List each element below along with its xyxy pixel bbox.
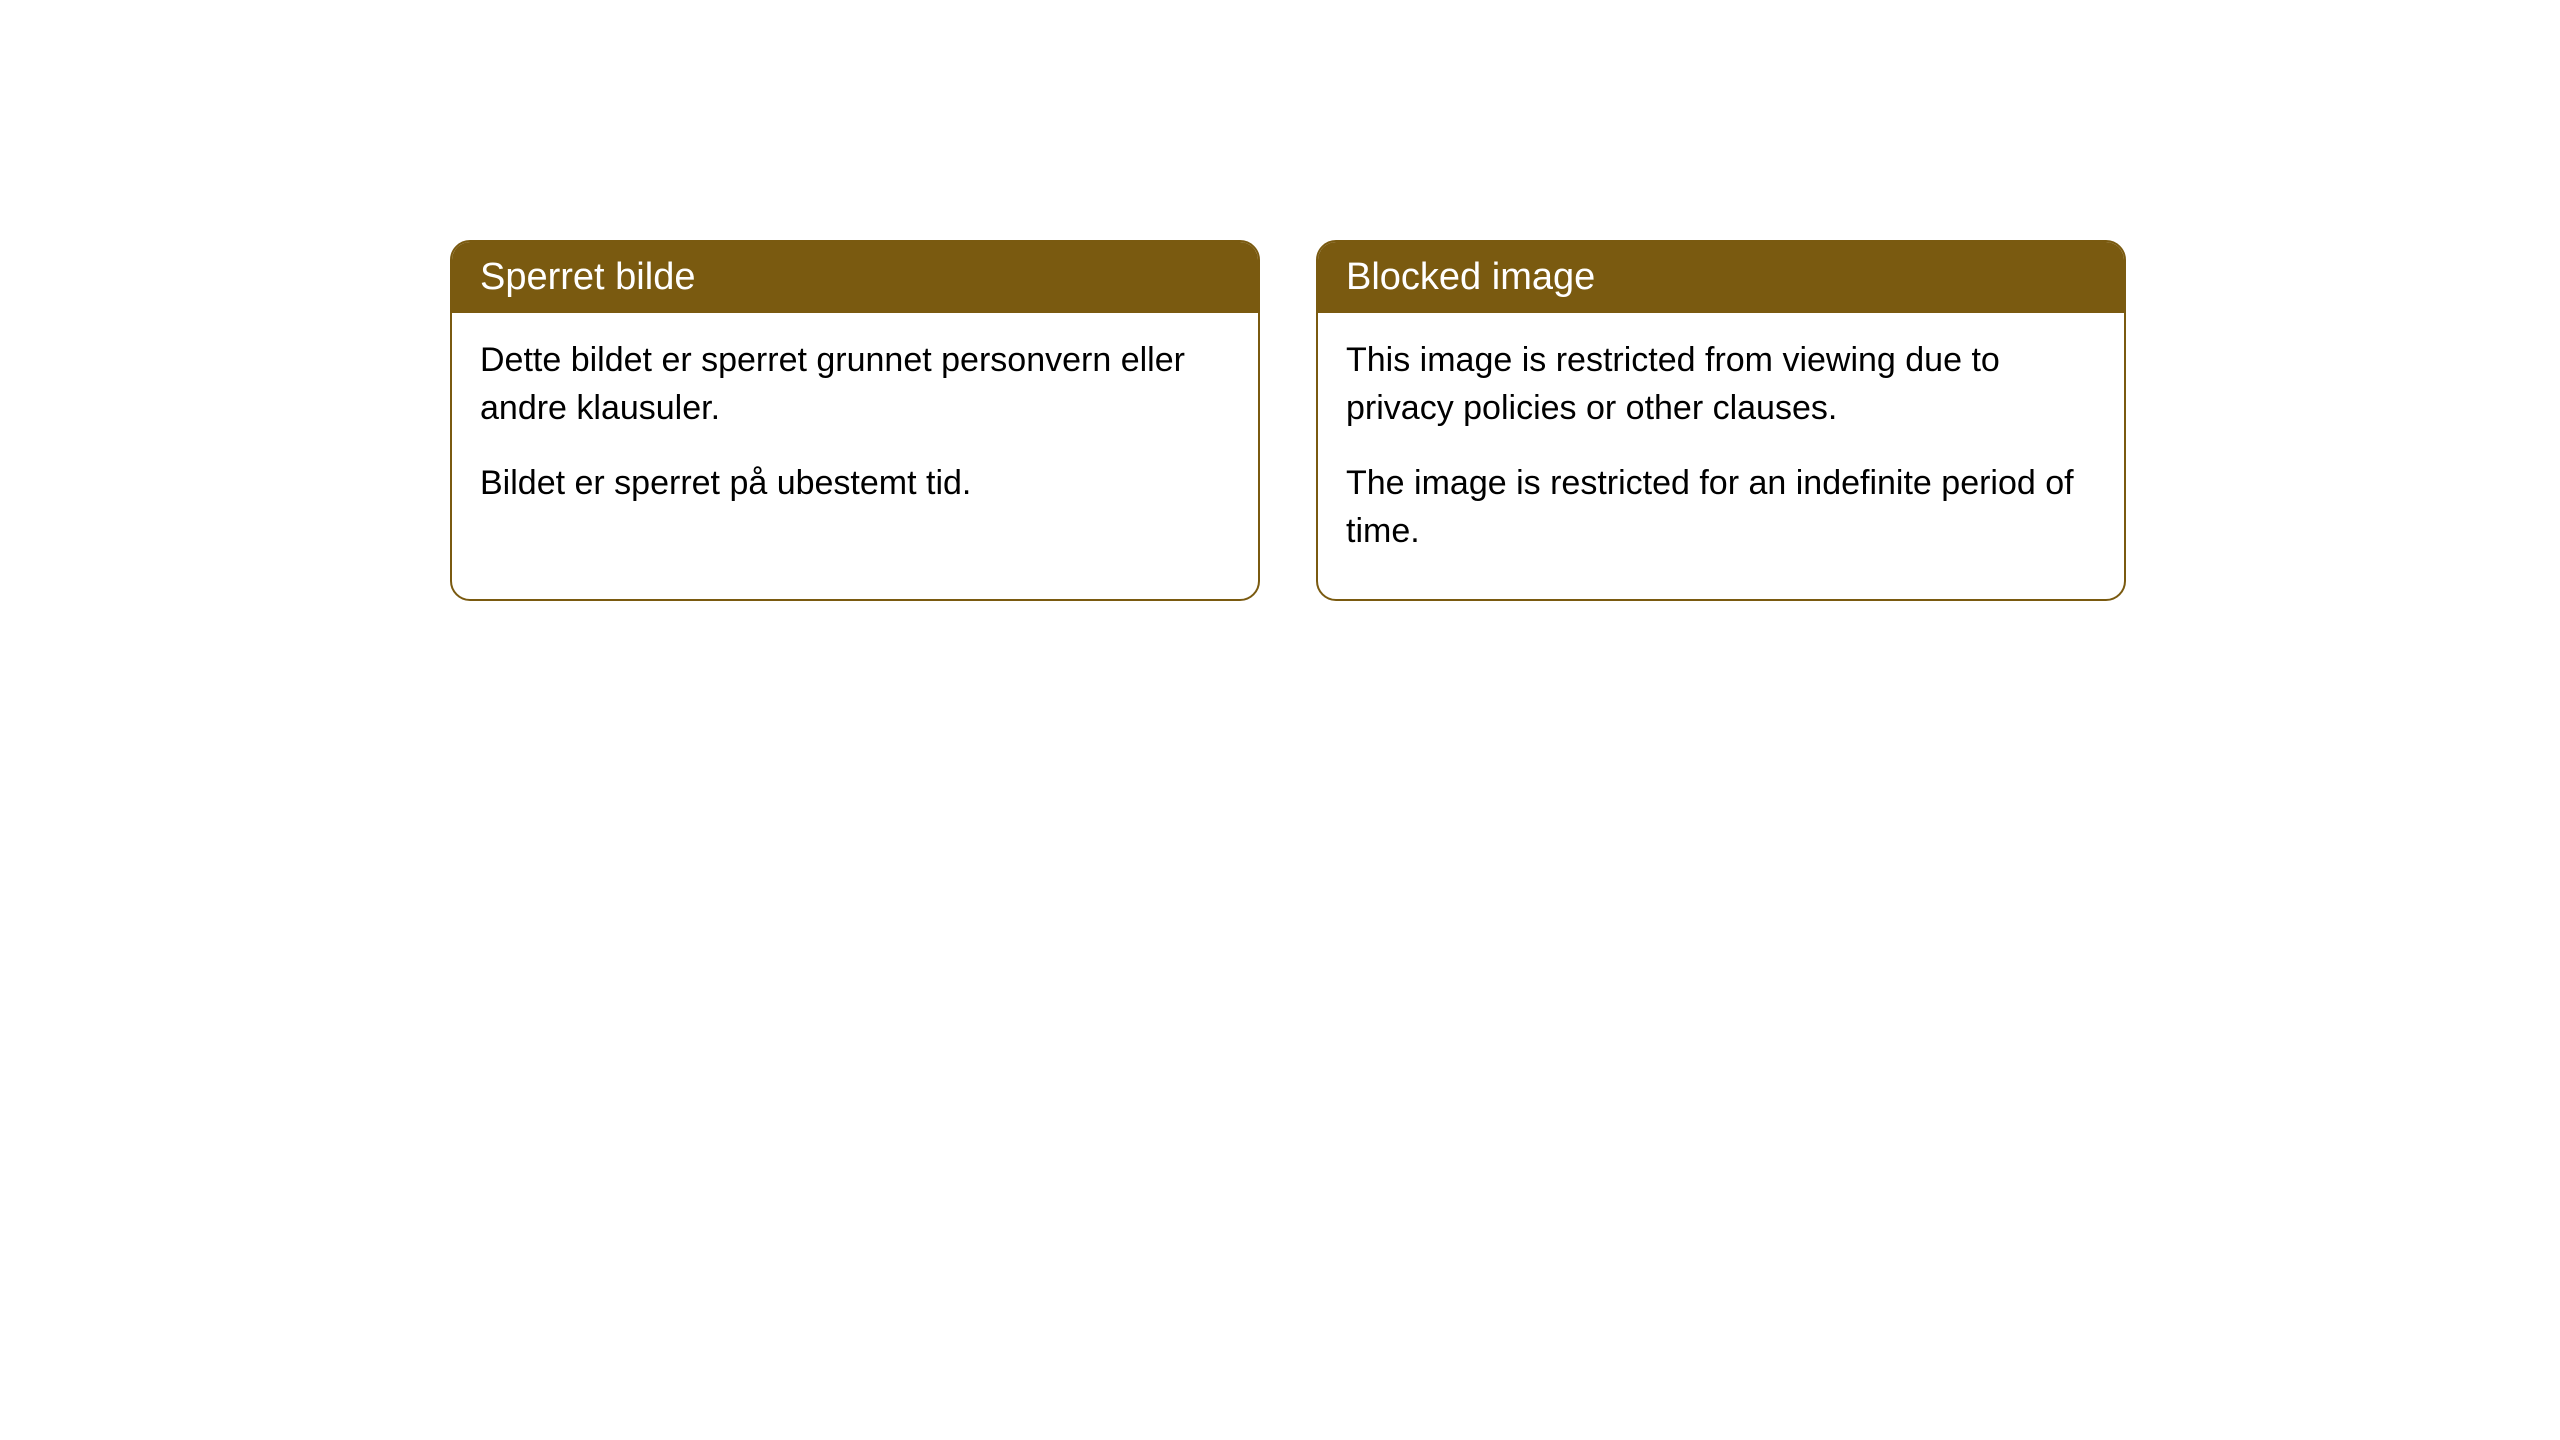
card-paragraph: This image is restricted from viewing du… bbox=[1346, 337, 2096, 432]
card-header: Sperret bilde bbox=[452, 242, 1258, 313]
card-title: Blocked image bbox=[1346, 256, 1595, 298]
notice-card-english: Blocked image This image is restricted f… bbox=[1316, 240, 2126, 601]
card-paragraph: Dette bildet er sperret grunnet personve… bbox=[480, 337, 1230, 432]
card-body: This image is restricted from viewing du… bbox=[1318, 313, 2124, 599]
card-header: Blocked image bbox=[1318, 242, 2124, 313]
card-body: Dette bildet er sperret grunnet personve… bbox=[452, 313, 1258, 552]
card-paragraph: The image is restricted for an indefinit… bbox=[1346, 460, 2096, 555]
notice-cards-container: Sperret bilde Dette bildet er sperret gr… bbox=[450, 240, 2126, 601]
notice-card-norwegian: Sperret bilde Dette bildet er sperret gr… bbox=[450, 240, 1260, 601]
card-paragraph: Bildet er sperret på ubestemt tid. bbox=[480, 460, 1230, 508]
card-title: Sperret bilde bbox=[480, 256, 695, 298]
